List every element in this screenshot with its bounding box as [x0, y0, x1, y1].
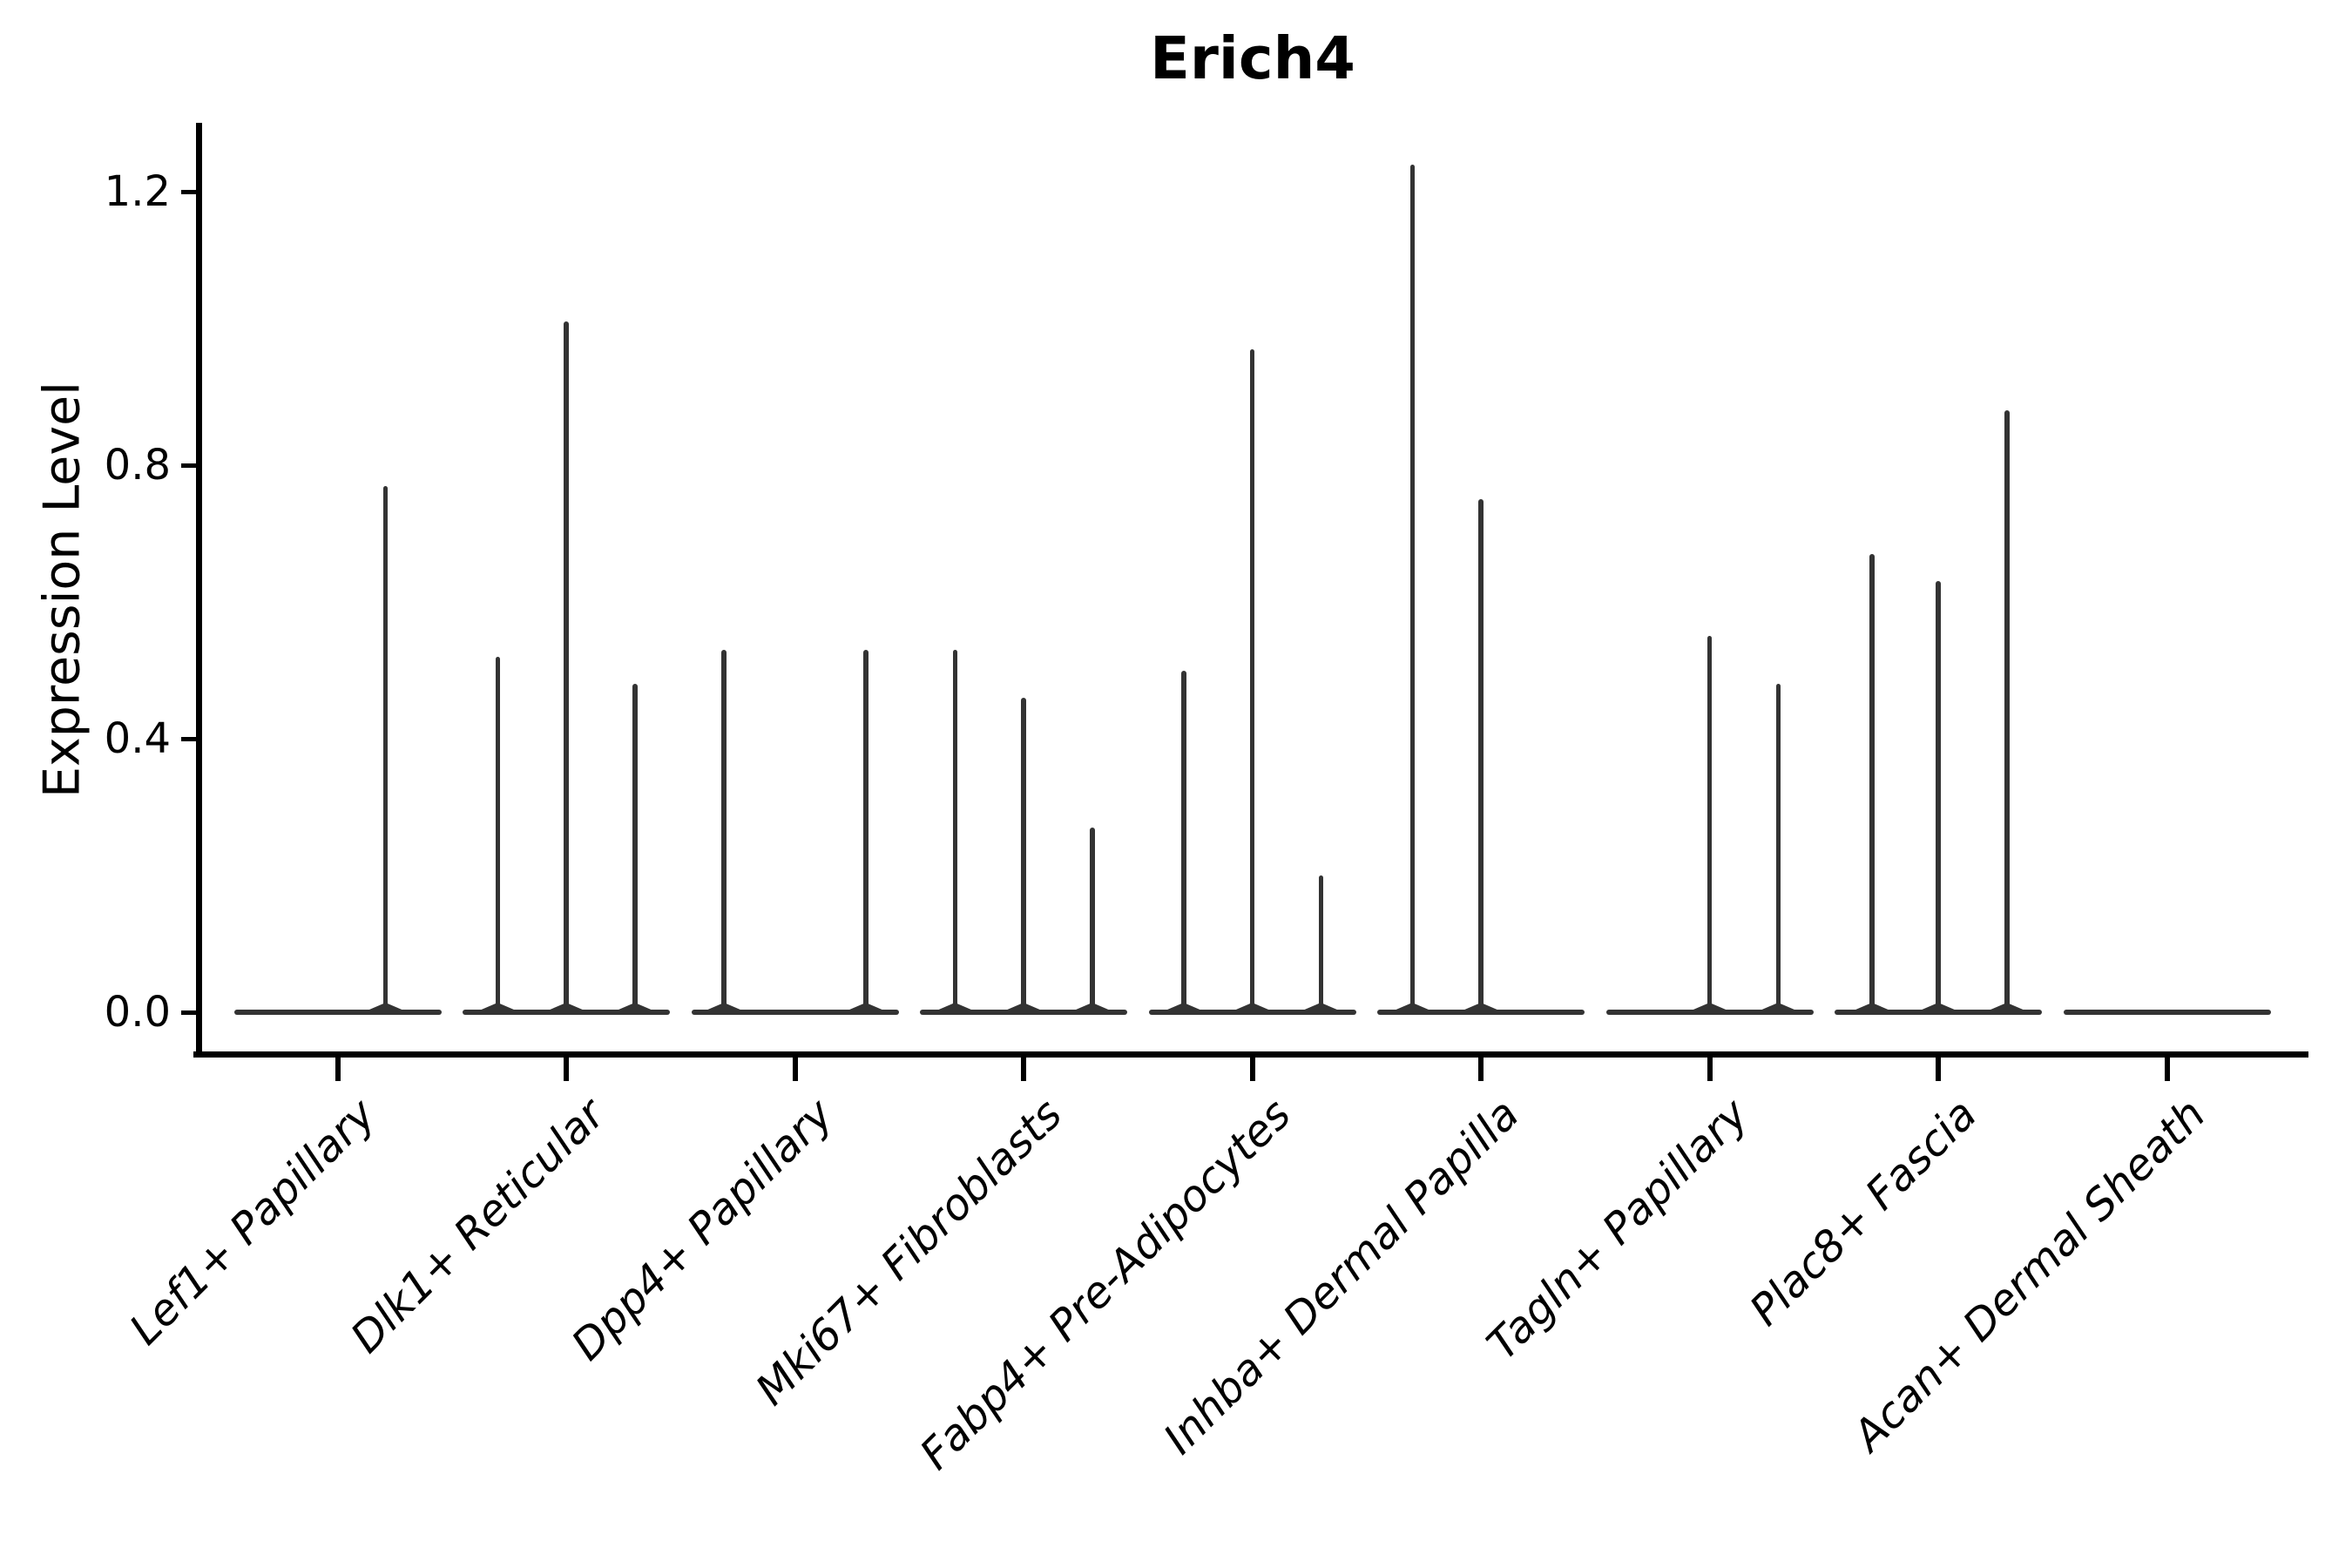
y-tick-label: 0.0 — [104, 988, 171, 1037]
violin-spike — [1249, 348, 1255, 1012]
x-tick — [1707, 1057, 1713, 1081]
violin-spike — [1021, 697, 1026, 1012]
violin-spike — [2004, 410, 2010, 1012]
violin-spike — [721, 649, 727, 1012]
y-axis-label: Expression Level — [33, 382, 91, 798]
x-tick — [2164, 1057, 2170, 1081]
violin-baseline — [1148, 1010, 1356, 1015]
x-tick — [1936, 1057, 1941, 1081]
chart-title: Erich4 — [1150, 24, 1355, 92]
violin-baseline — [2063, 1010, 2271, 1015]
x-tick — [335, 1057, 341, 1081]
y-tick-label: 0.8 — [104, 441, 171, 490]
violin-baseline — [1605, 1010, 1814, 1015]
x-tick-label: Plac8+ Fascia — [1740, 1089, 1986, 1335]
x-tick-label: Dlk1+ Reticular — [341, 1089, 614, 1363]
violin-baseline — [233, 1010, 442, 1015]
violin-spike — [1478, 499, 1484, 1012]
y-tick-label: 1.2 — [104, 167, 171, 216]
x-axis-spine — [193, 1051, 2308, 1058]
x-tick — [1021, 1057, 1026, 1081]
violin-baseline — [463, 1010, 670, 1015]
violin-spike — [1936, 581, 1941, 1012]
y-tick — [181, 463, 196, 468]
x-tick — [1478, 1057, 1484, 1081]
violin-spike — [1707, 636, 1713, 1012]
violin-spike — [1090, 828, 1095, 1012]
violin-baseline — [920, 1010, 1127, 1015]
violin-spike — [495, 656, 500, 1012]
violin-spike — [564, 321, 569, 1012]
y-tick — [181, 736, 196, 741]
violin-baseline — [691, 1010, 899, 1015]
violin-spike — [382, 485, 389, 1012]
y-tick — [181, 189, 196, 194]
violin-spike — [863, 649, 868, 1012]
violin-spike — [632, 684, 638, 1012]
x-tick — [792, 1057, 798, 1081]
violin-spike — [1181, 670, 1186, 1012]
violin-spike — [1775, 684, 1781, 1012]
x-tick-label: Lef1+ Papillary — [120, 1089, 386, 1355]
y-tick — [181, 1010, 196, 1015]
x-tick — [564, 1057, 569, 1081]
violin-spike — [1318, 875, 1323, 1012]
violin-spike — [952, 649, 957, 1012]
violin-spike — [1409, 164, 1415, 1012]
violin-baseline — [1835, 1010, 2042, 1015]
x-tick-label: Fabp4+ Pre-Adipocytes — [909, 1089, 1301, 1480]
violin-baseline — [1377, 1010, 1585, 1015]
x-tick — [1249, 1057, 1255, 1081]
y-tick-label: 0.4 — [104, 714, 171, 763]
y-axis-spine — [196, 123, 202, 1058]
violin-spike — [1869, 554, 1875, 1012]
